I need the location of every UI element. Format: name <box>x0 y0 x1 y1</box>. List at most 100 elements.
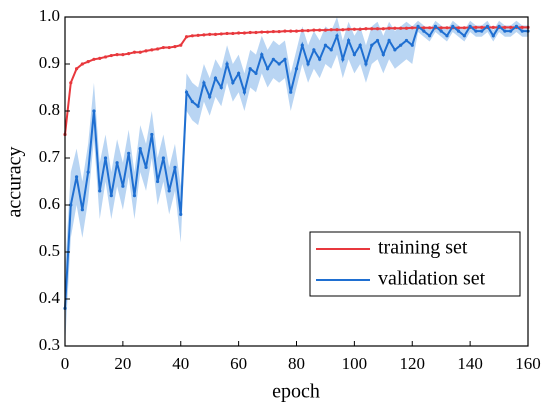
point <box>190 34 194 38</box>
point <box>468 24 472 28</box>
point <box>346 27 351 31</box>
point <box>462 34 466 38</box>
point <box>318 57 322 61</box>
point <box>115 53 119 57</box>
point <box>138 50 142 54</box>
point <box>179 212 183 216</box>
point <box>74 67 79 71</box>
point <box>184 35 189 39</box>
point <box>428 26 432 30</box>
point <box>428 34 432 38</box>
point <box>150 48 154 52</box>
point <box>144 165 148 169</box>
point <box>375 27 380 31</box>
point <box>92 109 96 113</box>
x-tick-label: 80 <box>288 354 305 373</box>
point <box>300 43 304 47</box>
x-tick-label: 140 <box>457 354 483 373</box>
point <box>329 28 333 32</box>
point <box>132 50 137 54</box>
point <box>503 29 507 33</box>
point <box>364 62 368 66</box>
point <box>399 43 403 47</box>
point <box>491 25 495 29</box>
point <box>109 194 113 198</box>
y-tick-label: 1.0 <box>39 6 60 25</box>
point <box>318 28 322 32</box>
point <box>410 43 414 47</box>
point <box>69 81 73 85</box>
point <box>323 43 328 47</box>
point <box>445 26 449 30</box>
point <box>115 161 119 165</box>
point <box>312 48 316 52</box>
point <box>439 29 443 33</box>
point <box>156 179 160 184</box>
point <box>497 24 501 28</box>
point <box>399 26 403 30</box>
point <box>103 55 108 59</box>
x-axis-label: epoch <box>272 381 320 403</box>
point <box>509 29 513 33</box>
point <box>208 32 212 36</box>
point <box>86 60 90 64</box>
point <box>121 184 125 188</box>
point <box>456 26 461 30</box>
x-tick-label: 100 <box>342 354 368 373</box>
point <box>358 43 362 47</box>
point <box>109 53 113 58</box>
point <box>346 38 351 43</box>
point <box>127 52 131 56</box>
point <box>184 90 189 94</box>
point <box>381 27 385 31</box>
point <box>231 31 235 36</box>
point <box>242 31 247 35</box>
point <box>103 156 108 160</box>
y-tick-label: 0.3 <box>39 335 60 354</box>
point <box>422 29 426 33</box>
point <box>480 25 484 29</box>
x-tick-label: 120 <box>400 354 426 373</box>
point <box>312 28 316 32</box>
point <box>341 57 345 61</box>
point <box>213 32 218 36</box>
point <box>445 34 449 38</box>
point <box>381 53 385 57</box>
point <box>74 175 79 179</box>
point <box>283 29 287 33</box>
point <box>98 56 102 60</box>
x-tick-label: 0 <box>61 354 70 373</box>
point <box>474 25 478 29</box>
point <box>306 62 310 66</box>
point <box>393 48 397 52</box>
point <box>179 43 183 47</box>
point <box>144 49 148 53</box>
point <box>335 34 339 38</box>
point <box>294 67 299 71</box>
point <box>167 189 171 193</box>
point <box>410 26 414 30</box>
point <box>485 24 490 28</box>
point <box>202 33 206 37</box>
point <box>520 29 524 33</box>
point <box>254 30 258 35</box>
x-tick-label: 20 <box>114 354 131 373</box>
point <box>520 25 524 29</box>
point <box>277 29 281 34</box>
point <box>196 104 200 108</box>
point <box>260 53 264 57</box>
point <box>202 81 206 85</box>
point <box>254 71 258 75</box>
point <box>138 147 142 151</box>
point <box>237 71 241 75</box>
y-tick-label: 0.5 <box>39 241 60 260</box>
point <box>260 30 264 34</box>
point <box>422 26 426 30</box>
point <box>393 26 397 30</box>
point <box>503 25 507 29</box>
point <box>161 156 165 160</box>
point <box>219 32 223 36</box>
point <box>370 27 374 31</box>
y-tick-label: 0.7 <box>39 147 61 166</box>
point <box>439 26 443 30</box>
